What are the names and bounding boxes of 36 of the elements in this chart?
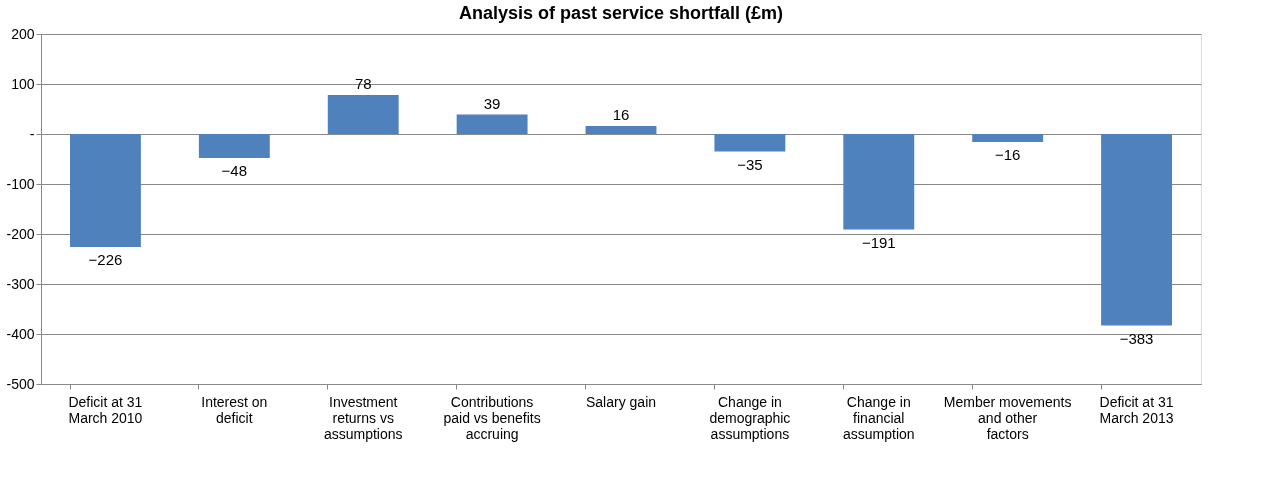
x-tick-label: Deficit at 31 March 2010 bbox=[68, 393, 143, 426]
bar bbox=[843, 134, 915, 230]
y-tick-label: 100 bbox=[11, 75, 35, 92]
bar bbox=[327, 95, 399, 134]
y-tick-label: - bbox=[29, 125, 35, 142]
data-label: −16 bbox=[994, 146, 1021, 163]
x-tick-label: Contributions paid vs benefits accruing bbox=[443, 393, 541, 442]
chart-title: Analysis of past service shortfall (£m) bbox=[458, 3, 784, 23]
x-tick-label: Change in financial assumption bbox=[842, 393, 915, 442]
bar bbox=[456, 114, 528, 134]
data-label: −35 bbox=[737, 155, 763, 173]
bar bbox=[70, 134, 141, 247]
bar bbox=[972, 134, 1044, 142]
y-tick-label: 200 bbox=[11, 25, 35, 42]
x-tick-label: Salary gain bbox=[585, 393, 657, 410]
data-label: 39 bbox=[483, 94, 501, 112]
x-tick-label: Investment returns vs assumptions bbox=[323, 393, 403, 442]
x-tick-label: Change in demographic assumptions bbox=[709, 393, 791, 442]
x-tick-label: Interest on deficit bbox=[201, 393, 268, 426]
y-tick-label: -400 bbox=[6, 325, 35, 342]
data-label: 78 bbox=[354, 75, 372, 92]
data-label: −48 bbox=[221, 162, 248, 179]
data-label: −383 bbox=[1119, 329, 1154, 347]
bar bbox=[714, 134, 786, 152]
y-tick-label: -300 bbox=[6, 275, 35, 292]
bar bbox=[585, 126, 657, 134]
data-label: 16 bbox=[612, 106, 630, 123]
bar bbox=[198, 134, 270, 158]
y-tick-label: -500 bbox=[6, 375, 35, 392]
data-label: −226 bbox=[88, 251, 123, 268]
data-label: −191 bbox=[861, 233, 896, 251]
bar bbox=[1101, 134, 1172, 326]
x-tick-label: Member movements and other factors bbox=[943, 393, 1072, 442]
x-tick-label: Deficit at 31 March 2013 bbox=[1099, 393, 1174, 426]
y-tick-label: -100 bbox=[6, 175, 35, 192]
y-tick-label: -200 bbox=[6, 225, 35, 242]
